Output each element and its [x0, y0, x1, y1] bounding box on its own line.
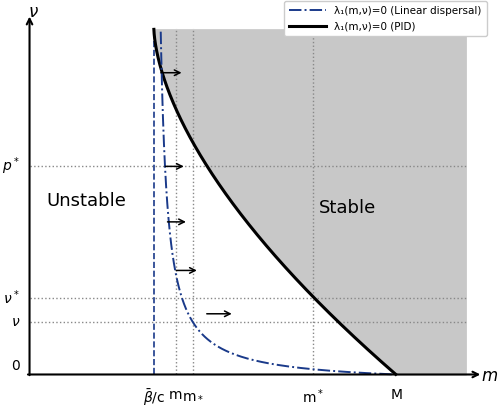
λ₁(m,ν)=0 (Linear dispersal) — [158, 27, 164, 32]
Legend: λ₁(m,ν)=0 (Linear dispersal), λ₁(m,ν)=0 (PID): λ₁(m,ν)=0 (Linear dispersal), λ₁(m,ν)=0 … — [284, 1, 486, 37]
Text: Stable: Stable — [320, 199, 376, 217]
λ₁(m,ν)=0 (Linear dispersal) — [158, 37, 164, 42]
Text: $\bar{\beta}$/c: $\bar{\beta}$/c — [142, 388, 165, 409]
λ₁(m,ν)=0 (PID) — [152, 37, 158, 42]
λ₁(m,ν)=0 (Linear dispersal) — [389, 372, 395, 377]
λ₁(m,ν)=0 (PID) — [151, 27, 157, 32]
λ₁(m,ν)=0 (PID) — [239, 213, 245, 218]
Text: $\mathrm{M}$: $\mathrm{M}$ — [390, 388, 402, 402]
Text: $m$: $m$ — [481, 367, 498, 385]
Text: $\mathrm{m}^*$: $\mathrm{m}^*$ — [302, 388, 324, 406]
λ₁(m,ν)=0 (PID) — [373, 354, 379, 359]
λ₁(m,ν)=0 (Linear dispersal) — [164, 204, 170, 209]
Line: λ₁(m,ν)=0 (PID): λ₁(m,ν)=0 (PID) — [154, 29, 396, 374]
λ₁(m,ν)=0 (Linear dispersal) — [158, 37, 164, 42]
Text: $\mathrm{m}$: $\mathrm{m}$ — [168, 388, 183, 402]
λ₁(m,ν)=0 (Linear dispersal) — [238, 354, 244, 359]
λ₁(m,ν)=0 (PID) — [392, 372, 398, 377]
Text: $p^*$: $p^*$ — [2, 156, 20, 177]
Text: $\nu$: $\nu$ — [10, 316, 20, 330]
Text: Unstable: Unstable — [46, 192, 126, 210]
λ₁(m,ν)=0 (PID) — [152, 37, 158, 42]
λ₁(m,ν)=0 (PID) — [232, 204, 238, 209]
Text: $\nu^*$: $\nu^*$ — [3, 289, 20, 307]
Text: $\mathrm{m}_*$: $\mathrm{m}_*$ — [182, 388, 204, 402]
λ₁(m,ν)=0 (PID) — [170, 100, 176, 105]
Text: $\nu$: $\nu$ — [28, 3, 38, 21]
Text: 0: 0 — [11, 359, 20, 373]
λ₁(m,ν)=0 (Linear dispersal) — [166, 213, 172, 218]
Line: λ₁(m,ν)=0 (Linear dispersal): λ₁(m,ν)=0 (Linear dispersal) — [160, 29, 392, 374]
λ₁(m,ν)=0 (Linear dispersal) — [160, 100, 166, 105]
